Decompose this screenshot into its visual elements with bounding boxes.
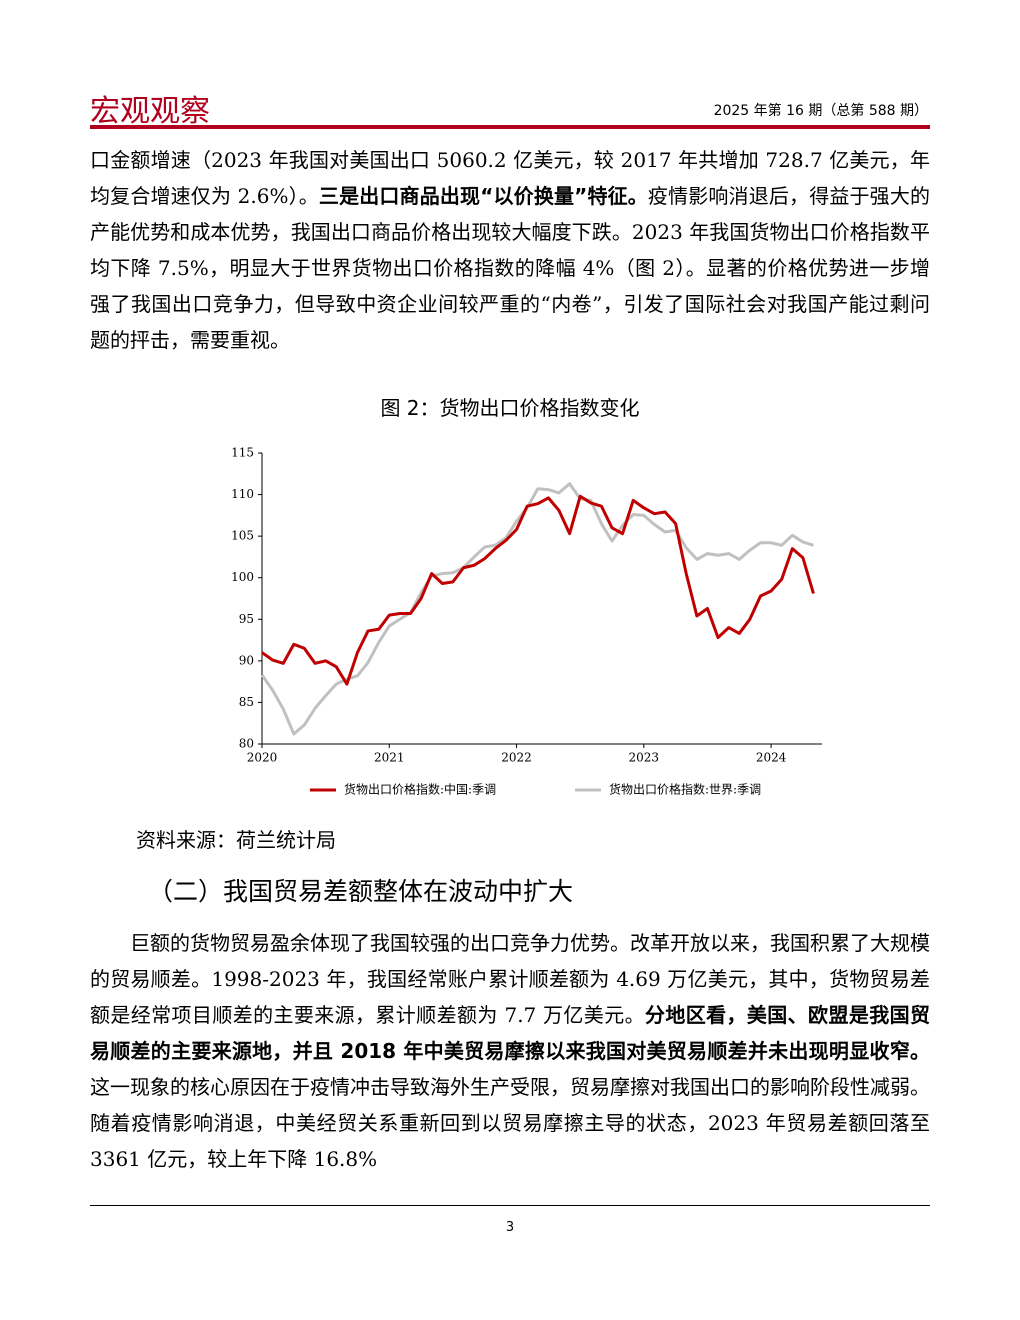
paragraph: 巨额的货物贸易盈余体现了我国较强的出口竞争力优势。改革开放以来，我国积累了大规模…	[90, 925, 930, 1177]
paragraph: 口金额增速（2023 年我国对美国出口 5060.2 亿美元，较 2017 年共…	[90, 142, 930, 358]
text: 口金额增速（2023 年我国对美国出口 5060.2 亿美元，较 2017 年共…	[90, 148, 930, 208]
y-tick-label: 95	[239, 612, 254, 626]
x-tick-label: 2021	[374, 751, 405, 765]
x-tick-label: 2024	[756, 751, 787, 765]
figure-caption: 图 2：货物出口价格指数变化	[380, 396, 640, 420]
x-tick-label: 2022	[501, 751, 532, 765]
bold-text: 分地区看，美国、欧盟是我国贸易顺差的主要来源地，并且 2018 年中美贸易摩擦以…	[90, 1003, 930, 1063]
x-tick-label: 2023	[629, 751, 660, 765]
y-tick-label: 90	[239, 653, 254, 667]
source-note: 资料来源：荷兰统计局	[136, 828, 336, 852]
page-number: 3	[505, 1220, 515, 1235]
text: 巨额的货物贸易盈余体现了我国较强的出口竞争力优势。改革开放以来，我国积累了大规模…	[90, 931, 930, 1027]
bold-text: 三是出口商品出现“以价换量”特征。	[318, 184, 648, 208]
footer-rule	[90, 1205, 930, 1206]
y-tick-label: 105	[231, 529, 254, 543]
series-line	[260, 482, 814, 736]
legend-label: 货物出口价格指数:中国:季调	[344, 782, 496, 797]
y-tick-label: 100	[231, 570, 254, 584]
chart: 80 85 90 95 100 105 110 115 2020 2021 2022 2023 2024…	[231, 446, 822, 797]
header-issue: 2025 年第 16 期（总第 588 期）	[713, 103, 928, 119]
y-tick-label: 115	[231, 446, 254, 460]
y-tick-label: 80	[239, 737, 254, 751]
x-tick-label: 2020	[247, 751, 278, 765]
y-tick-label: 85	[239, 695, 254, 709]
text: 疫情影响消退后，得益于强大的产能优势和成本优势，我国出口商品价格出现较大幅度下跌…	[90, 184, 930, 352]
section-heading: （二）我国贸易差额整体在波动中扩大	[148, 877, 574, 906]
y-tick-label: 110	[231, 487, 254, 501]
legend-label: 货物出口价格指数:世界:季调	[609, 782, 761, 797]
series-line	[261, 494, 815, 686]
text: 这一现象的核心原因在于疫情冲击导致海外生产受限，贸易摩擦对我国出口的影响阶段性减…	[90, 1075, 930, 1171]
header-rule	[90, 125, 930, 129]
header-title: 宏观观察	[90, 94, 210, 129]
